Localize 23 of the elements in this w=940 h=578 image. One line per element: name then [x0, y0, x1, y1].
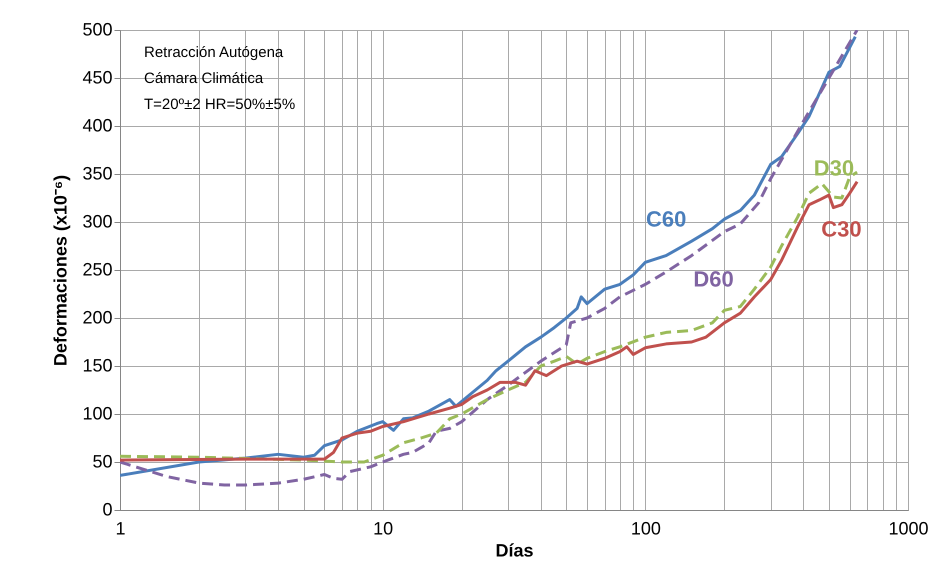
series-label: C60	[646, 206, 686, 232]
y-tick-label: 100	[82, 404, 112, 424]
x-tick-label: 10	[373, 518, 394, 538]
series-label: D30	[814, 156, 854, 181]
y-tick-label: 50	[92, 452, 112, 472]
annotation: T=20º±2 HR=50%±5%	[144, 96, 296, 113]
x-tick-label: 1000	[888, 518, 929, 538]
series-label: C30	[821, 216, 862, 242]
x-axis-title: Días	[495, 540, 534, 560]
annotation: Cámara Climática	[144, 70, 264, 87]
y-tick-label: 300	[82, 212, 112, 232]
y-tick-label: 250	[82, 260, 112, 280]
x-tick-label: 100	[630, 518, 661, 538]
x-tick-label: 1	[115, 518, 126, 538]
y-tick-label: 0	[102, 500, 112, 520]
y-tick-label: 400	[82, 116, 112, 136]
y-axis-title: Deformaciones (x10⁻⁶)	[50, 174, 70, 366]
y-tick-label: 200	[82, 308, 112, 328]
y-tick-label: 350	[82, 164, 112, 184]
y-tick-label: 150	[82, 356, 112, 376]
y-tick-label: 450	[82, 68, 112, 88]
annotation: Retracción Autógena	[144, 44, 284, 61]
y-tick-label: 500	[82, 20, 112, 40]
